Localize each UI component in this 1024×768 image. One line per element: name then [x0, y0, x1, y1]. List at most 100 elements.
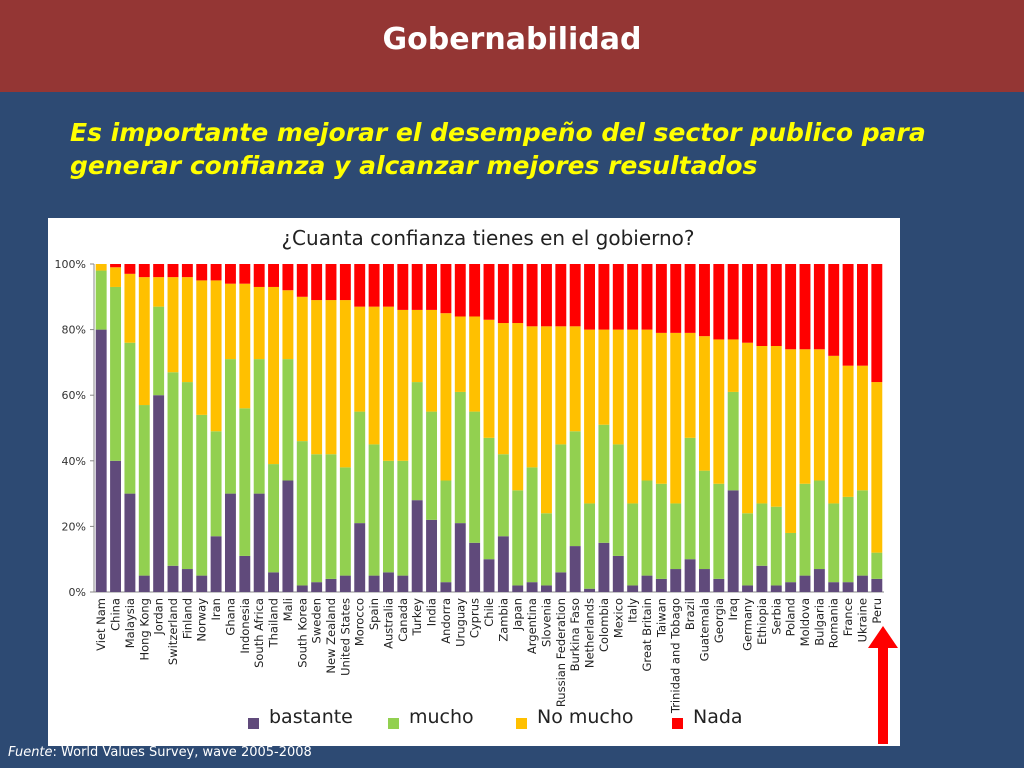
x-tick-label: Slovenia: [539, 598, 553, 647]
bar-segment-2: [483, 319, 495, 438]
bar-segment-0: [612, 555, 624, 592]
bar-segment-0: [555, 572, 567, 592]
bar-segment-2: [540, 326, 552, 514]
bar-segment-3: [813, 264, 825, 350]
bar-segment-1: [540, 513, 552, 586]
bar-segment-3: [253, 264, 265, 287]
bar-segment-3: [282, 264, 294, 291]
bar-segment-1: [181, 382, 193, 570]
bar-segment-1: [497, 454, 509, 537]
bar-segment-2: [469, 316, 481, 412]
x-tick-label: Chile: [482, 598, 496, 627]
legend-swatch: [388, 718, 399, 729]
bar-segment-3: [138, 264, 150, 278]
subtitle-line-1: Es importante mejorar el desempeño del s…: [70, 118, 926, 147]
bar-segment-1: [655, 483, 667, 579]
x-tick-label: Indonesia: [238, 598, 252, 654]
legend-swatch: [672, 718, 683, 729]
x-tick-label: Sweden: [310, 598, 324, 643]
x-tick-label: Turkey: [410, 598, 424, 637]
bar-segment-3: [856, 264, 868, 366]
bar-segment-1: [670, 503, 682, 570]
bar-segment-0: [354, 523, 366, 592]
bar-segment-1: [354, 411, 366, 524]
x-tick-label: Jordan: [152, 598, 166, 636]
x-tick-label: China: [109, 598, 123, 631]
x-tick-label: Morocco: [353, 598, 367, 646]
x-tick-label: Serbia: [769, 598, 783, 635]
bar-segment-1: [598, 424, 610, 543]
bar-segment-1: [296, 441, 308, 586]
x-tick-label: Viet Nam: [94, 598, 108, 651]
x-tick-label: South Korea: [295, 598, 309, 668]
legend-item-1: mucho: [388, 706, 474, 729]
bar-segment-1: [483, 437, 495, 560]
bar-segment-1: [469, 411, 481, 543]
bar-segment-3: [713, 264, 725, 340]
bar-segment-1: [224, 359, 236, 494]
bar-segment-1: [526, 467, 538, 583]
bar-segment-1: [842, 496, 854, 583]
bar-segment-2: [856, 365, 868, 491]
x-tick-label: Bulgaria: [812, 598, 826, 646]
bar-segment-2: [512, 323, 524, 491]
bar-segment-2: [382, 306, 394, 461]
bar-segment-1: [325, 454, 337, 579]
x-tick-label: Finland: [180, 598, 194, 639]
bar-segment-2: [828, 355, 840, 504]
bar-segment-1: [770, 506, 782, 586]
bar-segment-2: [627, 329, 639, 504]
bar-segment-2: [526, 326, 538, 468]
bar-segment-0: [253, 493, 265, 592]
x-tick-label: Burkina Faso: [568, 598, 582, 671]
bar-segment-3: [325, 264, 337, 301]
bar-segment-0: [828, 582, 840, 592]
source-label: Fuente: [8, 745, 53, 760]
bar-segment-1: [411, 382, 423, 501]
bar-segment-2: [325, 300, 337, 455]
bar-segment-0: [124, 493, 136, 592]
x-tick-label: Iran: [209, 598, 223, 620]
bar-segment-3: [469, 264, 481, 317]
bar-segment-3: [569, 264, 581, 327]
bar-segment-1: [382, 460, 394, 573]
bar-segment-3: [239, 264, 251, 284]
bar-segment-3: [454, 264, 466, 317]
bar-segment-3: [196, 264, 208, 281]
x-tick-label: Zambia: [496, 598, 510, 642]
bar-segment-3: [526, 264, 538, 327]
bar-segment-3: [368, 264, 380, 307]
x-tick-label: Georgia: [712, 598, 726, 643]
x-tick-label: Hong Kong: [137, 598, 151, 661]
bar-segment-2: [497, 323, 509, 455]
bar-segment-1: [167, 372, 179, 566]
bar-segment-1: [641, 480, 653, 576]
bar-segment-0: [368, 575, 380, 592]
bar-segment-3: [296, 264, 308, 297]
bar-segment-0: [138, 575, 150, 592]
bar-segment-2: [253, 286, 265, 360]
x-tick-label: Poland: [784, 598, 798, 636]
bar-segment-0: [110, 460, 122, 592]
bar-segment-2: [598, 329, 610, 425]
bar-segment-0: [210, 536, 222, 592]
slide-title: Gobernabilidad: [382, 22, 642, 57]
bar-segment-3: [698, 264, 710, 337]
x-tick-label: Trinidad and Tobago: [669, 598, 683, 714]
x-tick-label: Ethiopia: [755, 598, 769, 645]
subtitle-line-2: generar confianza y alcanzar mejores res…: [70, 151, 758, 180]
bar-segment-0: [670, 569, 682, 592]
x-tick-label: Argentina: [525, 598, 539, 654]
x-tick-label: Great Britain: [640, 598, 654, 672]
bar-segment-1: [153, 306, 165, 396]
bar-segment-0: [397, 575, 409, 592]
bar-segment-3: [110, 264, 122, 268]
bar-segment-2: [799, 349, 811, 484]
bar-segment-2: [713, 339, 725, 484]
bar-segment-0: [512, 585, 524, 592]
bar-segment-1: [138, 405, 150, 576]
bar-segment-0: [641, 575, 653, 592]
chart-title: ¿Cuanta confianza tienes en el gobierno?: [281, 226, 695, 250]
bar-segment-0: [95, 329, 107, 592]
bar-segment-3: [426, 264, 438, 310]
